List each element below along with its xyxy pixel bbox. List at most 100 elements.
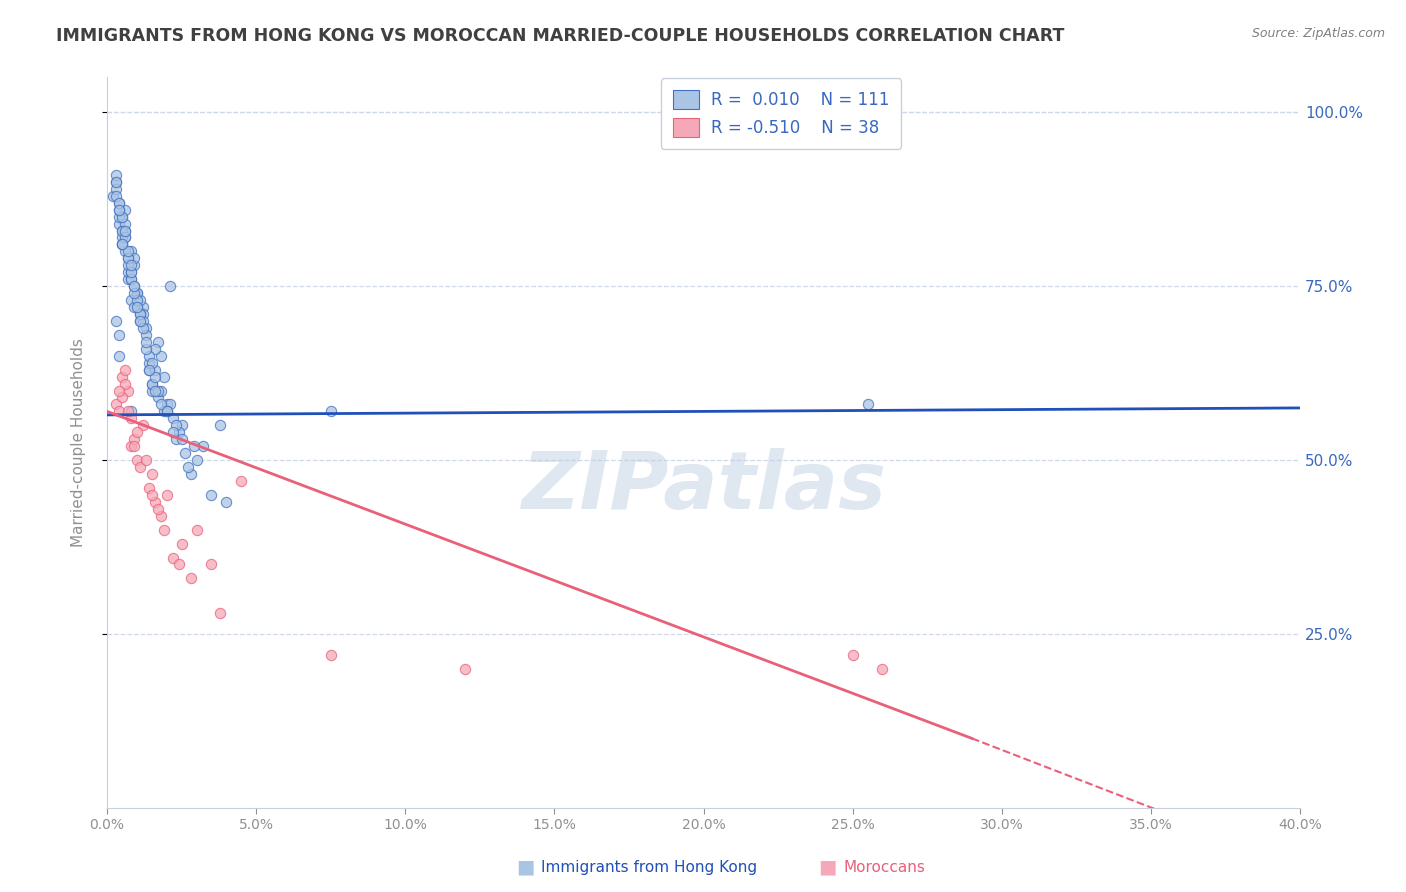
Point xyxy=(105,182,128,196)
Point xyxy=(186,523,208,537)
Point xyxy=(872,662,894,676)
Point xyxy=(128,293,150,307)
Point xyxy=(114,244,136,259)
Point xyxy=(122,279,145,293)
Point xyxy=(167,425,190,440)
Point xyxy=(141,356,163,370)
Point xyxy=(125,453,148,467)
Y-axis label: Married-couple Households: Married-couple Households xyxy=(72,338,86,547)
Point xyxy=(167,558,190,572)
Point xyxy=(105,175,128,189)
Point xyxy=(114,230,136,244)
Point xyxy=(105,188,128,202)
Point xyxy=(108,202,131,217)
Point xyxy=(319,648,342,662)
Point xyxy=(105,175,128,189)
Text: ZIPatlas: ZIPatlas xyxy=(522,448,886,525)
Point xyxy=(122,439,145,453)
Point xyxy=(111,237,134,252)
Point xyxy=(111,223,134,237)
Point xyxy=(120,404,142,418)
Point xyxy=(200,558,222,572)
Point xyxy=(156,397,179,411)
Point xyxy=(128,314,150,328)
Point xyxy=(108,195,131,210)
Point xyxy=(117,252,139,266)
Point xyxy=(111,230,134,244)
Point xyxy=(132,418,155,433)
Point xyxy=(170,432,193,446)
Point xyxy=(135,342,157,356)
Point xyxy=(108,384,131,398)
Text: Source: ZipAtlas.com: Source: ZipAtlas.com xyxy=(1251,27,1385,40)
Point xyxy=(143,384,166,398)
Point xyxy=(162,425,184,440)
Point xyxy=(146,384,169,398)
Point xyxy=(117,252,139,266)
Point xyxy=(180,571,202,585)
Point xyxy=(111,369,134,384)
Point xyxy=(138,481,160,495)
Point xyxy=(149,397,172,411)
Point xyxy=(841,648,863,662)
Point xyxy=(120,411,142,425)
Point xyxy=(149,349,172,363)
Point xyxy=(180,467,202,481)
Point xyxy=(143,342,166,356)
Point xyxy=(141,467,163,481)
Point xyxy=(135,453,157,467)
Point xyxy=(138,362,160,376)
Point xyxy=(128,307,150,321)
Text: IMMIGRANTS FROM HONG KONG VS MOROCCAN MARRIED-COUPLE HOUSEHOLDS CORRELATION CHAR: IMMIGRANTS FROM HONG KONG VS MOROCCAN MA… xyxy=(56,27,1064,45)
Legend: R =  0.010    N = 111, R = -0.510    N = 38: R = 0.010 N = 111, R = -0.510 N = 38 xyxy=(661,78,901,149)
Point xyxy=(122,258,145,272)
Point xyxy=(132,321,155,335)
Point xyxy=(186,453,208,467)
Point xyxy=(132,300,155,314)
Text: Immigrants from Hong Kong: Immigrants from Hong Kong xyxy=(541,860,758,874)
Point xyxy=(120,272,142,286)
Point xyxy=(128,314,150,328)
Text: ■: ■ xyxy=(516,857,534,877)
Point xyxy=(135,321,157,335)
Point xyxy=(141,376,163,391)
Point xyxy=(108,210,131,224)
Point xyxy=(105,397,128,411)
Point xyxy=(138,356,160,370)
Point xyxy=(231,474,253,488)
Point xyxy=(209,418,232,433)
Point xyxy=(146,334,169,349)
Point xyxy=(319,404,342,418)
Point xyxy=(117,404,139,418)
Point xyxy=(108,327,131,342)
Point xyxy=(183,439,205,453)
Point xyxy=(117,258,139,272)
Point xyxy=(125,425,148,440)
Point xyxy=(132,314,155,328)
Point xyxy=(856,397,879,411)
Point xyxy=(138,349,160,363)
Point xyxy=(156,404,179,418)
Point xyxy=(135,327,157,342)
Point xyxy=(159,279,181,293)
Point xyxy=(149,384,172,398)
Point xyxy=(165,432,187,446)
Point xyxy=(108,404,131,418)
Point xyxy=(146,391,169,405)
Point xyxy=(143,362,166,376)
Point xyxy=(108,195,131,210)
Point xyxy=(156,488,179,502)
Text: ■: ■ xyxy=(818,857,837,877)
Point xyxy=(143,369,166,384)
Point xyxy=(122,300,145,314)
Point xyxy=(114,223,136,237)
Point xyxy=(128,460,150,475)
Point xyxy=(108,217,131,231)
Point xyxy=(125,286,148,301)
Point xyxy=(125,300,148,314)
Point xyxy=(141,376,163,391)
Point xyxy=(143,495,166,509)
Point xyxy=(117,384,139,398)
Point xyxy=(141,488,163,502)
Point xyxy=(125,286,148,301)
